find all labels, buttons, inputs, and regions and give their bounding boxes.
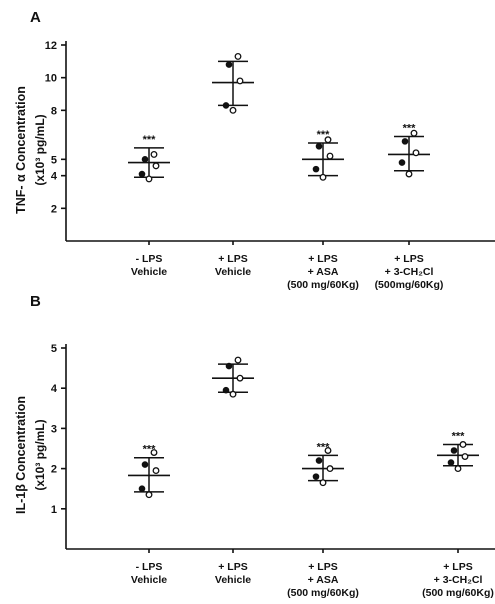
panel-b-ytick-label-4: 4 <box>51 383 58 395</box>
panel-b-group-2-label-line-1: + LPS <box>218 561 247 573</box>
panel-a-group-2-label-line-2: Vehicle <box>215 266 251 278</box>
panel-a-group-4-label-line-3: (500mg/60Kg) <box>375 279 444 291</box>
panel-b-group-4-point-3 <box>461 453 469 460</box>
panel-b-group-2-point-2 <box>222 386 230 394</box>
panel-b-group-4-point-1 <box>454 465 462 473</box>
panel-a-group-4-point-2 <box>398 159 406 166</box>
panel-b-group-3-label-line-2: + ASA <box>308 574 339 586</box>
panel-a-group-4-label-line-1: + LPS <box>394 253 423 265</box>
panel-a-group-1-point-1 <box>145 175 153 183</box>
panel-a-group-2-point-2 <box>222 102 230 109</box>
panel-a-group-1-significance: *** <box>143 134 157 146</box>
panel-b-group-2-point-5 <box>234 356 242 364</box>
panel-b-group-3-point-4 <box>315 457 323 464</box>
panel-b-group-1-point-2 <box>138 485 146 493</box>
panel-a-ytick-label-12: 12 <box>45 40 57 52</box>
panel-b-group-1-point-4 <box>141 461 149 468</box>
panel-a-group-2-point-1 <box>229 106 237 114</box>
panel-b-group-3-label-line-3: (500 mg/60Kg) <box>287 587 359 599</box>
panel-b-group-4-point-2 <box>447 459 455 466</box>
panel-a-group-3-point-3 <box>326 152 334 160</box>
panel-b-group-4-label-line-2: + 3-CH₂Cl <box>434 574 483 586</box>
panel-a-group-2-point-4 <box>225 61 233 68</box>
panel-a-group-2-point-3 <box>236 77 244 85</box>
panel-a-group-4-label-line-2: + 3-CH₂Cl <box>385 266 434 278</box>
panel-b-group-3-point-3 <box>326 465 334 473</box>
panel-b-group-1-point-5 <box>150 449 158 456</box>
panel-b-group-1-significance: *** <box>143 444 157 456</box>
panel-a-group-4-point-3 <box>412 149 420 157</box>
panel-b-letter: B <box>30 293 41 310</box>
panel-a-group-3-point-5 <box>324 136 332 144</box>
panel-b-group-4-point-4 <box>450 447 458 454</box>
panel-a-group-1-label-line-2: Vehicle <box>131 266 167 278</box>
panel-b-ytick-label-2: 2 <box>51 464 57 476</box>
panel-b-group-4-label-line-3: (500 mg/60Kg) <box>422 587 494 599</box>
panel-a-ytick-label-2: 2 <box>51 203 57 215</box>
panel-b-group-1-label-line-1: - LPS <box>136 561 163 573</box>
panel-b-group-3-label-line-1: + LPS <box>308 561 337 573</box>
panel-b-group-4-point-5 <box>459 441 467 448</box>
panel-b-group-3-point-5 <box>324 447 332 454</box>
panel-a-group-3-point-1 <box>319 173 327 181</box>
panel-a-ytick-label-8: 8 <box>51 105 57 117</box>
panel-a-ylabel-unit: (x10³ pg/mL) <box>33 114 47 185</box>
panel-b-group-1-point-1 <box>145 491 153 499</box>
panel-a-group-4-point-1 <box>405 170 413 178</box>
panel-b-ytick-label-3: 3 <box>51 423 57 435</box>
panel-a-letter: A <box>30 9 41 26</box>
panel-b-group-3-point-2 <box>312 473 320 480</box>
panel-b-group-3-significance: *** <box>317 441 331 453</box>
panel-b-group-2-point-4 <box>225 362 233 370</box>
panel-a-group-1-point-5 <box>150 150 158 158</box>
panel-a-ytick-label-4: 4 <box>51 171 58 183</box>
panel-b-group-2-label-line-2: Vehicle <box>215 574 251 586</box>
panel-a-group-1-point-2 <box>138 170 146 178</box>
panel-b-ytick-label-1: 1 <box>51 504 57 516</box>
panel-b-group-4-significance: *** <box>452 430 466 442</box>
panel-a-group-1-point-3 <box>152 162 160 170</box>
panel-b-group-4-label-line-1: + LPS <box>443 561 472 573</box>
panel-a-ytick-label-10: 10 <box>45 73 57 85</box>
panel-b-ytick-label-5: 5 <box>51 343 57 355</box>
panel-a-group-3-point-4 <box>315 142 323 150</box>
panel-a-group-1-point-4 <box>141 156 149 163</box>
panel-a-group-3-label-line-1: + LPS <box>308 253 337 265</box>
panel-a-group-2-point-5 <box>234 52 242 60</box>
panel-a-group-4-point-5 <box>410 129 418 137</box>
panel-a-group-3-label-line-3: (500 mg/60Kg) <box>287 279 359 291</box>
panel-a-group-4-significance: *** <box>403 122 417 134</box>
panel-b-group-2-point-3 <box>236 374 244 382</box>
panel-a-group-2-label-line-1: + LPS <box>218 253 247 265</box>
panel-a-ylabel: TNF- α Concentration <box>14 86 28 214</box>
panel-b-group-1-point-3 <box>152 467 160 475</box>
panel-a-group-3-label-line-2: + ASA <box>308 266 339 278</box>
panel-b-group-1-label-line-2: Vehicle <box>131 574 167 586</box>
panel-b-ylabel: IL-1β Concentration <box>14 396 28 514</box>
panel-a-group-4-point-4 <box>401 138 409 145</box>
panel-a-ytick-label-5: 5 <box>51 154 57 166</box>
panel-b-group-2-point-1 <box>229 390 237 398</box>
panel-b-group-3-point-1 <box>319 479 327 487</box>
panel-b-ylabel-unit: (x10³ pg/mL) <box>33 419 47 490</box>
panel-a-group-1-label-line-1: - LPS <box>136 253 163 265</box>
panel-a-group-3-point-2 <box>312 165 320 173</box>
panel-a-group-3-significance: *** <box>317 129 331 141</box>
